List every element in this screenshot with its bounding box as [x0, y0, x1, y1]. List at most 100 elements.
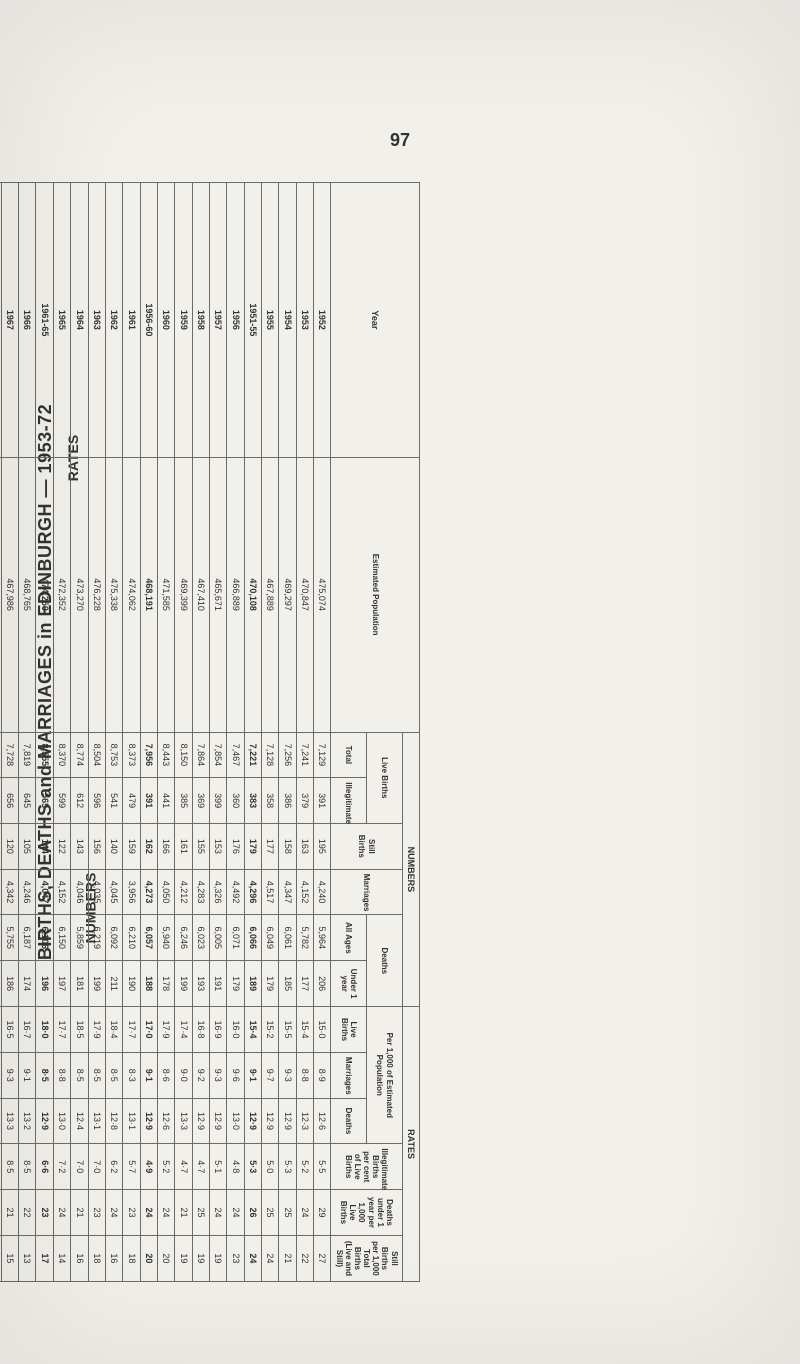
data-cell: 5,964: [314, 915, 331, 961]
data-cell: 7,864: [192, 732, 209, 778]
subgrp-deaths: Deaths: [367, 915, 403, 1007]
data-cell: 20: [157, 1235, 174, 1281]
year-cell: 1956: [227, 183, 244, 458]
data-cell: 6,106: [36, 915, 53, 961]
table-row: 1967467,9867,7286561204,3425,75518616·59…: [1, 183, 18, 1282]
data-cell: 16·8: [192, 1007, 209, 1053]
table-row: 1951-55470,1087,2213831794,2966,06618915…: [244, 183, 261, 1282]
data-cell: 16·0: [227, 1007, 244, 1053]
stats-table-container: Year Estimated Population NUMBERS RATES …: [0, 182, 420, 1282]
year-cell: 1960: [157, 183, 174, 458]
data-cell: 19: [175, 1235, 192, 1281]
data-cell: 196: [36, 961, 53, 1007]
data-cell: 472,352: [53, 457, 70, 732]
data-cell: 6,092: [105, 915, 122, 961]
data-cell: 4,273: [140, 869, 157, 915]
data-cell: 565: [36, 778, 53, 824]
data-cell: 4,152: [296, 869, 313, 915]
data-cell: 189: [244, 961, 261, 1007]
data-cell: 8,753: [105, 732, 122, 778]
data-cell: 19: [0, 1190, 1, 1236]
col-still-births: Still Births: [331, 823, 402, 869]
year-cell: 1952: [314, 183, 331, 458]
data-cell: 469,399: [175, 457, 192, 732]
data-cell: 18·5: [71, 1007, 88, 1053]
data-cell: 6,219: [88, 915, 105, 961]
data-cell: 9·3: [1, 1052, 18, 1098]
table-row: 1968466,4647,5296581114,3876,14214516·19…: [0, 183, 1, 1282]
data-cell: 4·9: [140, 1144, 157, 1190]
data-cell: 15·0: [314, 1007, 331, 1053]
data-cell: 6,057: [140, 915, 157, 961]
data-cell: 7,241: [296, 732, 313, 778]
data-cell: 185: [279, 961, 296, 1007]
data-cell: 658: [0, 778, 1, 824]
data-cell: 379: [296, 778, 313, 824]
data-cell: 467,986: [1, 457, 18, 732]
data-cell: 645: [19, 778, 36, 824]
data-cell: 9·1: [140, 1052, 157, 1098]
data-cell: 155: [192, 823, 209, 869]
data-cell: 474,062: [123, 457, 140, 732]
data-cell: 195: [314, 823, 331, 869]
data-cell: 6,150: [53, 915, 70, 961]
col-illeg-pct: Illegitimate Births per cent of Live Bir…: [331, 1144, 402, 1190]
data-cell: 16·7: [19, 1007, 36, 1053]
data-cell: 111: [0, 823, 1, 869]
data-cell: 191: [209, 961, 226, 1007]
data-cell: 8,370: [53, 732, 70, 778]
data-cell: 470,108: [244, 457, 261, 732]
data-cell: 12·9: [261, 1098, 278, 1144]
data-cell: 4,296: [244, 869, 261, 915]
data-cell: 7·0: [88, 1144, 105, 1190]
data-cell: 15·4: [244, 1007, 261, 1053]
data-cell: 8,555: [36, 732, 53, 778]
stats-table: Year Estimated Population NUMBERS RATES …: [0, 182, 420, 1282]
data-cell: 7,129: [314, 732, 331, 778]
data-cell: 206: [314, 961, 331, 1007]
data-cell: 18·0: [36, 1007, 53, 1053]
data-cell: 4,283: [192, 869, 209, 915]
table-row: 1961-65474,2508,5555651444,0476,10619618…: [36, 183, 53, 1282]
data-cell: 369: [192, 778, 209, 824]
data-cell: 475,338: [105, 457, 122, 732]
data-cell: 144: [36, 823, 53, 869]
data-cell: 5·3: [279, 1144, 296, 1190]
data-cell: 4,240: [314, 869, 331, 915]
data-cell: 7,956: [140, 732, 157, 778]
table-row: 1955467,8897,1283581774,5176,04917915·29…: [261, 183, 278, 1282]
data-cell: 24: [140, 1190, 157, 1236]
table-row: 1964473,2708,7746121434,0465,85918118·58…: [71, 183, 88, 1282]
table-row: 1954469,2977,2563861584,3476,06118515·59…: [279, 183, 296, 1282]
data-cell: 25: [192, 1190, 209, 1236]
data-cell: 12·9: [244, 1098, 261, 1144]
data-cell: 12·3: [296, 1098, 313, 1144]
data-cell: 21: [71, 1190, 88, 1236]
data-cell: 467,410: [192, 457, 209, 732]
col-rate-marriages: Marriages: [331, 1052, 367, 1098]
data-cell: 7,256: [279, 732, 296, 778]
group-rates: RATES: [402, 1007, 419, 1282]
data-cell: 24: [53, 1190, 70, 1236]
year-cell: 1956-60: [140, 183, 157, 458]
data-cell: 176: [227, 823, 244, 869]
data-cell: 13·2: [19, 1098, 36, 1144]
data-cell: 22: [296, 1235, 313, 1281]
data-cell: 468,765: [19, 457, 36, 732]
data-cell: 12·9: [192, 1098, 209, 1144]
data-cell: 656: [1, 778, 18, 824]
data-cell: 193: [192, 961, 209, 1007]
data-cell: 15: [0, 1235, 1, 1281]
data-cell: 12·9: [279, 1098, 296, 1144]
data-cell: 399: [209, 778, 226, 824]
data-cell: 197: [53, 961, 70, 1007]
data-cell: 24: [209, 1190, 226, 1236]
subgrp-live-births: Live Births: [367, 732, 403, 823]
data-cell: 6,210: [123, 915, 140, 961]
year-cell: 1951-55: [244, 183, 261, 458]
data-cell: 6,071: [227, 915, 244, 961]
data-cell: 23: [123, 1190, 140, 1236]
data-cell: 5,859: [71, 915, 88, 961]
table-row: 1956-60468,1917,9563911624,2736,05718817…: [140, 183, 157, 1282]
year-cell: 1968: [0, 183, 1, 458]
